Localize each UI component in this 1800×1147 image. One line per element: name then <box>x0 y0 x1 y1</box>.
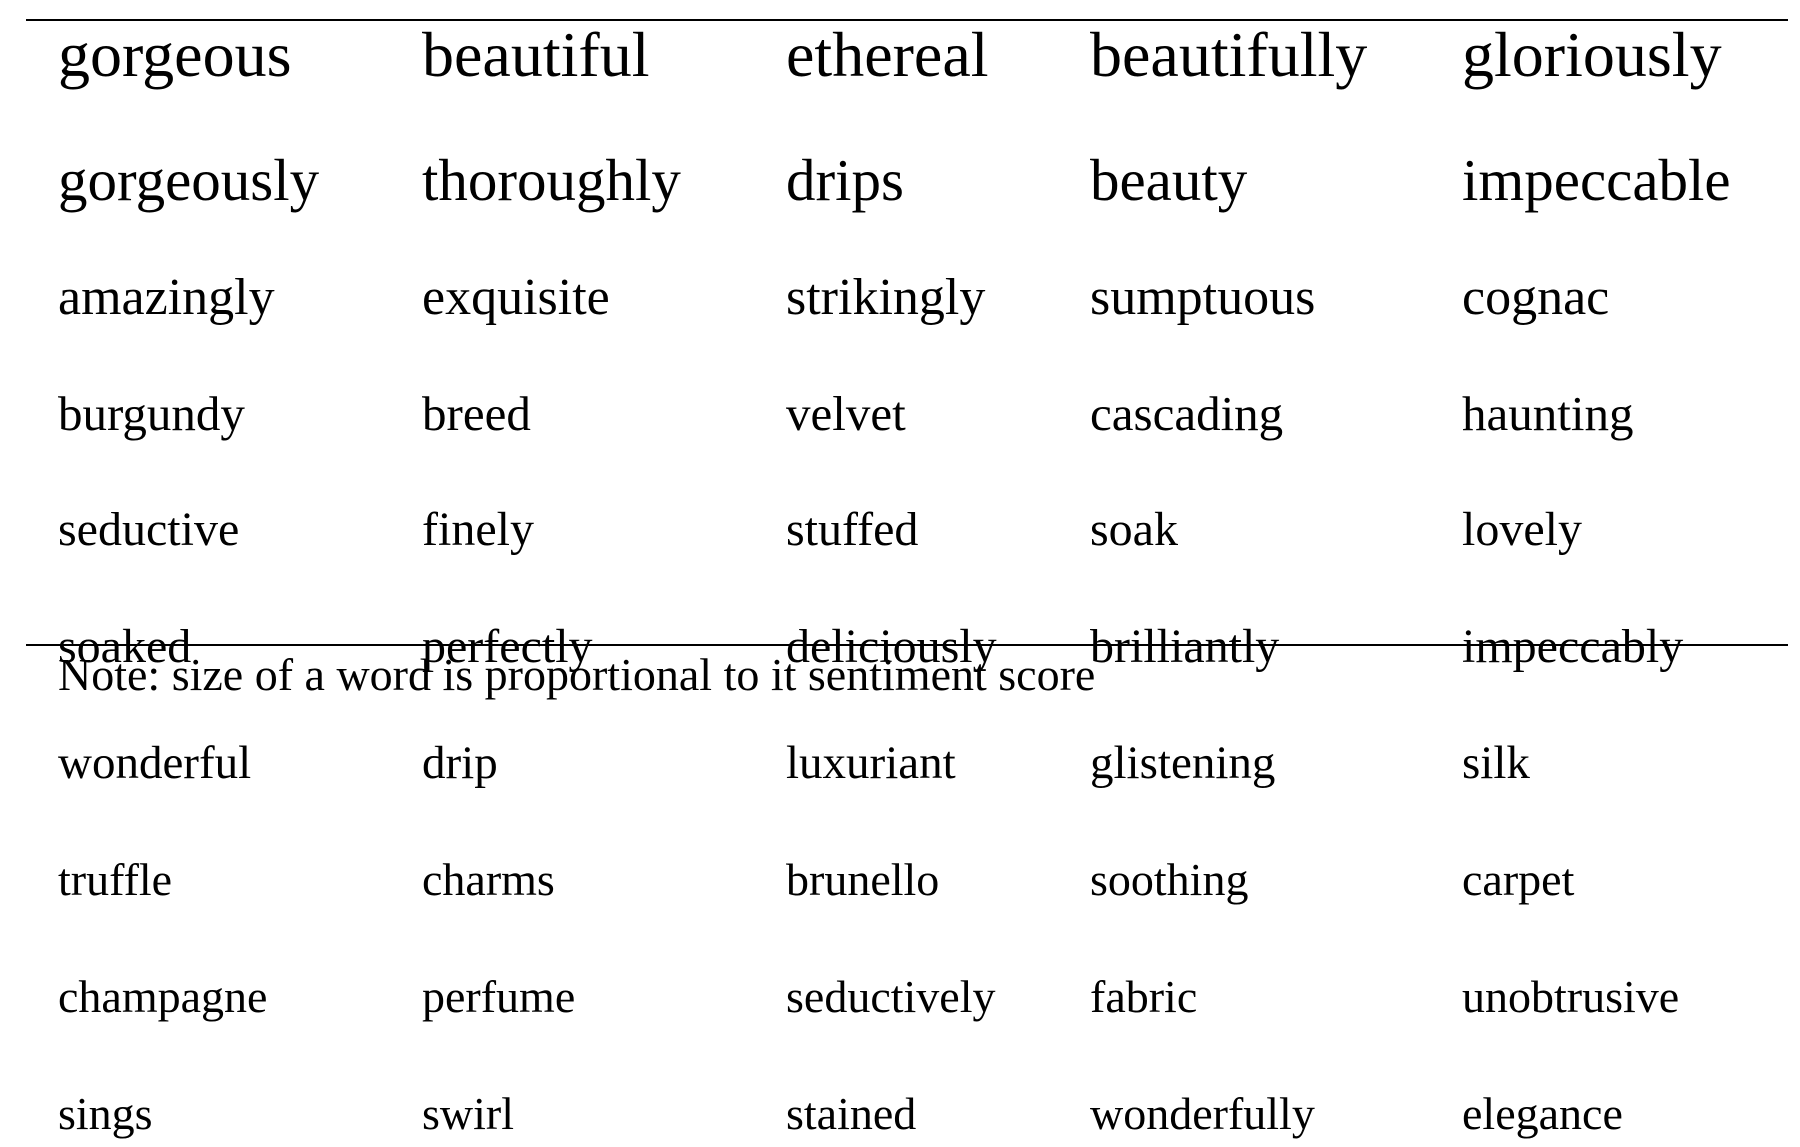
table-cell: brunello <box>786 854 940 905</box>
table-cell: deliciously <box>786 620 997 673</box>
table-cell: silk <box>1462 737 1530 789</box>
table-cell: breed <box>422 386 531 441</box>
table-cell: stained <box>786 1088 917 1139</box>
table-cell: cognac <box>1462 269 1610 326</box>
word-table: gorgeous beautiful ethereal beautifully … <box>26 19 1788 1137</box>
table-cell: sings <box>58 1088 153 1139</box>
table-cell: impeccable <box>1462 147 1731 213</box>
table-cell: elegance <box>1462 1088 1623 1139</box>
table-cell: impeccably <box>1462 620 1684 673</box>
table-cell: soaked <box>58 620 192 673</box>
table-row: gorgeous beautiful ethereal beautifully … <box>26 19 1788 90</box>
table-row: gorgeously thoroughly drips beauty impec… <box>26 147 1788 213</box>
table-cell: lovely <box>1462 503 1582 556</box>
table-row: truffle charms brunello soothing carpet <box>26 857 1788 913</box>
table-cell: gorgeously <box>58 147 320 213</box>
table-cell: seductive <box>58 503 240 556</box>
table-row: amazingly exquisite strikingly sumptuous… <box>26 272 1788 328</box>
table-top-rule <box>26 19 1788 21</box>
word-sentiment-table-figure: gorgeous beautiful ethereal beautifully … <box>26 19 1788 1137</box>
table-row: sings swirl stained wonderfully elegance <box>26 1091 1788 1147</box>
table-cell: exquisite <box>422 269 610 326</box>
table-cell: gorgeous <box>58 19 292 90</box>
table-cell: velvet <box>786 386 906 441</box>
table-cell: haunting <box>1462 386 1634 441</box>
table-cell: charms <box>422 854 555 905</box>
table-cell: seductively <box>786 971 996 1022</box>
table-cell: luxuriant <box>786 737 956 789</box>
table-row: seductive finely stuffed soak lovely <box>26 506 1788 562</box>
table-cell: soothing <box>1090 854 1249 905</box>
table-cell: ethereal <box>786 19 989 90</box>
table-cell: cascading <box>1090 386 1284 441</box>
table-cell: gloriously <box>1462 19 1722 90</box>
table-cell: glistening <box>1090 737 1276 789</box>
table-row: soaked perfectly deliciously brilliantly… <box>26 623 1788 679</box>
table-cell: champagne <box>58 971 268 1022</box>
table-cell: swirl <box>422 1088 514 1139</box>
table-cell: beautiful <box>422 19 650 90</box>
table-cell: burgundy <box>58 386 245 441</box>
table-cell: amazingly <box>58 269 275 326</box>
table-cell: sumptuous <box>1090 269 1316 326</box>
table-cell: soak <box>1090 503 1178 556</box>
table-cell: truffle <box>58 854 173 905</box>
table-cell: fabric <box>1090 971 1198 1022</box>
table-cell: wonderfully <box>1090 1088 1315 1139</box>
table-cell: strikingly <box>786 269 986 326</box>
table-cell: finely <box>422 503 534 556</box>
table-cell: beauty <box>1090 147 1248 213</box>
table-cell: wonderful <box>58 737 252 789</box>
table-note: Note: size of a word is proportional to … <box>58 649 1096 700</box>
table-cell: drip <box>422 737 498 789</box>
table-cell: perfectly <box>422 620 593 673</box>
table-cell: thoroughly <box>422 147 681 213</box>
table-bottom-rule <box>26 644 1788 646</box>
table-cell: carpet <box>1462 854 1575 905</box>
table-row: wonderful drip luxuriant glistening silk <box>26 740 1788 796</box>
table-cell: stuffed <box>786 503 919 556</box>
table-cell: perfume <box>422 971 576 1022</box>
table-cell: beautifully <box>1090 19 1368 90</box>
table-cell: brilliantly <box>1090 620 1280 673</box>
table-cell: drips <box>786 147 904 213</box>
table-row: champagne perfume seductively fabric uno… <box>26 974 1788 1030</box>
table-row: burgundy breed velvet cascading haunting <box>26 389 1788 445</box>
table-cell: unobtrusive <box>1462 971 1680 1022</box>
